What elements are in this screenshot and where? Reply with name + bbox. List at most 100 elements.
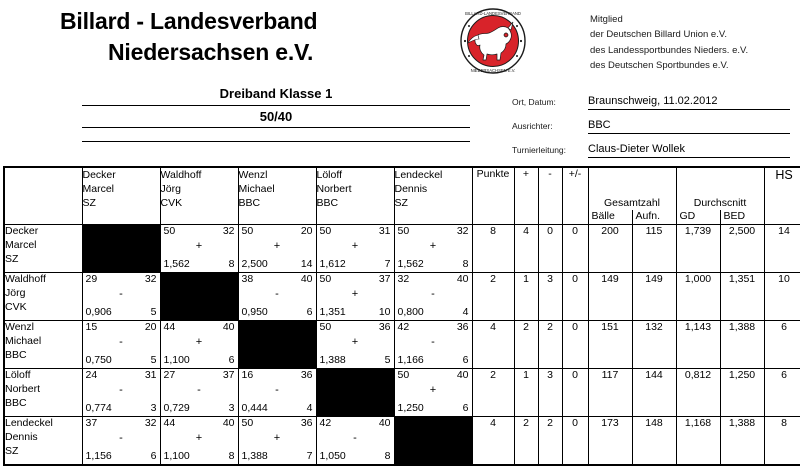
match-balls: 29 xyxy=(85,273,98,285)
stat-gd: 1,143 xyxy=(675,320,721,369)
row-player-lendeckel: Lendeckel Dennis SZ xyxy=(3,416,83,465)
header-group-durchschnitt: Durchscnitt GD BED xyxy=(675,166,765,225)
row-player-waldhoff: Waldhoff Jörg CVK xyxy=(3,272,83,321)
header-player-wenzl-last: Wenzl xyxy=(238,169,268,181)
header-player-lendeckel-club: SZ xyxy=(394,197,408,210)
match-result-sign: + xyxy=(195,432,203,444)
match-cell: 50 36 + 1,388 5 xyxy=(315,320,395,369)
stat-draws: 0 xyxy=(561,320,589,369)
stat-wins: 4 xyxy=(513,224,539,273)
match-balls: 50 xyxy=(397,369,410,381)
stat-baelle: 200 xyxy=(587,224,633,273)
stat-losses: 3 xyxy=(537,272,563,321)
meta-value-tournament-director: Claus-Dieter Wollek xyxy=(588,143,790,158)
match-high-series: 5 xyxy=(150,354,157,366)
header-player-decker: Decker Marcel SZ xyxy=(81,166,161,225)
match-balls: 44 xyxy=(163,417,176,429)
header-player-decker-first: Marcel xyxy=(82,183,115,196)
row-player-wenzl-last: Wenzl xyxy=(5,321,34,333)
match-result-sign: + xyxy=(195,336,203,348)
stat-baelle: 173 xyxy=(587,416,633,465)
match-average: 1,388 xyxy=(241,450,268,462)
match-high-series: 8 xyxy=(228,258,235,270)
match-high-series: 3 xyxy=(150,402,157,414)
match-cell-self xyxy=(393,416,473,465)
row-player-wenzl-first: Michael xyxy=(5,334,42,347)
stat-aufnahmen: 144 xyxy=(631,368,677,417)
stat-baelle: 151 xyxy=(587,320,633,369)
match-average: 1,612 xyxy=(319,258,346,270)
match-high-series: 7 xyxy=(306,450,313,462)
match-average: 1,562 xyxy=(397,258,424,270)
row-player-loeloff-last: Löloff xyxy=(5,369,31,381)
match-balls: 50 xyxy=(163,225,176,237)
federation-logo: BILLARD-LANDESVERBAND NIEDERSACHSEN E.V. xyxy=(456,6,530,76)
match-innings: 40 xyxy=(456,273,469,285)
match-balls: 42 xyxy=(319,417,332,429)
header-player-wenzl-club: BBC xyxy=(238,197,261,210)
organisation-title-line1: Billard - Landesverband xyxy=(60,8,318,34)
match-balls: 50 xyxy=(397,225,410,237)
header-player-loeloff-club: BBC xyxy=(316,197,339,210)
match-high-series: 5 xyxy=(150,306,157,318)
competition-spacer-rule xyxy=(82,127,470,142)
match-innings: 32 xyxy=(144,417,157,429)
match-result-sign: + xyxy=(351,288,359,300)
match-cell: 50 40 + 1,250 6 xyxy=(393,368,473,417)
match-result-sign: - xyxy=(275,384,279,396)
match-innings: 37 xyxy=(222,369,235,381)
stat-losses: 2 xyxy=(537,416,563,465)
stat-aufnahmen: 115 xyxy=(631,224,677,273)
match-cell: 27 37 - 0,729 3 xyxy=(159,368,239,417)
stat-bed: 1,388 xyxy=(719,416,765,465)
header-hs: HS xyxy=(763,166,800,225)
competition-name: Dreiband Klasse 1 xyxy=(219,86,333,101)
row-player-decker-last: Decker xyxy=(5,225,39,237)
match-average: 0,906 xyxy=(85,306,112,318)
match-result-sign: - xyxy=(119,288,123,300)
match-cell: 15 20 - 0,750 5 xyxy=(81,320,161,369)
table-header-row: Decker Marcel SZ Waldhoff Jörg CVK Wenzl… xyxy=(3,166,800,225)
match-cell-self xyxy=(315,368,395,417)
results-table: Decker Marcel SZ Waldhoff Jörg CVK Wenzl… xyxy=(3,166,800,466)
match-innings: 32 xyxy=(222,225,235,237)
stat-wins: 1 xyxy=(513,368,539,417)
match-high-series: 4 xyxy=(462,306,469,318)
meta-value-location-date: Braunschweig, 11.02.2012 xyxy=(588,95,790,110)
match-innings: 40 xyxy=(222,417,235,429)
match-cell: 50 31 + 1,612 7 xyxy=(315,224,395,273)
match-result-sign: - xyxy=(119,336,123,348)
match-high-series: 8 xyxy=(228,450,235,462)
match-high-series: 3 xyxy=(228,402,235,414)
match-balls: 50 xyxy=(319,321,332,333)
match-result-sign: - xyxy=(275,288,279,300)
meta-label-tournament-director: Turnierleitung: xyxy=(512,145,567,155)
match-average: 1,388 xyxy=(319,354,346,366)
header-player-decker-club: SZ xyxy=(82,197,96,210)
match-cell: 44 40 + 1,100 6 xyxy=(159,320,239,369)
match-average: 0,444 xyxy=(241,402,268,414)
match-cell: 32 40 - 0,800 4 xyxy=(393,272,473,321)
match-cell: 50 32 + 1,562 8 xyxy=(159,224,239,273)
match-innings: 32 xyxy=(144,273,157,285)
match-innings: 31 xyxy=(378,225,391,237)
stat-hs: 6 xyxy=(763,320,800,369)
header-player-wenzl: Wenzl Michael BBC xyxy=(237,166,317,225)
row-player-loeloff-first: Norbert xyxy=(5,382,41,395)
header-bed: BED xyxy=(719,210,764,224)
match-average: 0,800 xyxy=(397,306,424,318)
row-player-decker-club: SZ xyxy=(5,252,19,265)
match-cell: 44 40 + 1,100 8 xyxy=(159,416,239,465)
match-balls: 16 xyxy=(241,369,254,381)
header-player-wenzl-first: Michael xyxy=(238,183,275,196)
row-player-waldhoff-first: Jörg xyxy=(5,286,26,299)
match-result-sign: + xyxy=(273,432,281,444)
match-result-sign: - xyxy=(119,384,123,396)
match-high-series: 6 xyxy=(228,354,235,366)
match-result-sign: + xyxy=(429,240,437,252)
match-cell: 50 32 + 1,562 8 xyxy=(393,224,473,273)
tournament-meta-block: Ort, Datum: Braunschweig, 11.02.2012 Aus… xyxy=(512,86,790,158)
match-innings: 40 xyxy=(378,417,391,429)
match-result-sign: - xyxy=(431,288,435,300)
svg-text:NIEDERSACHSEN E.V.: NIEDERSACHSEN E.V. xyxy=(471,68,516,73)
